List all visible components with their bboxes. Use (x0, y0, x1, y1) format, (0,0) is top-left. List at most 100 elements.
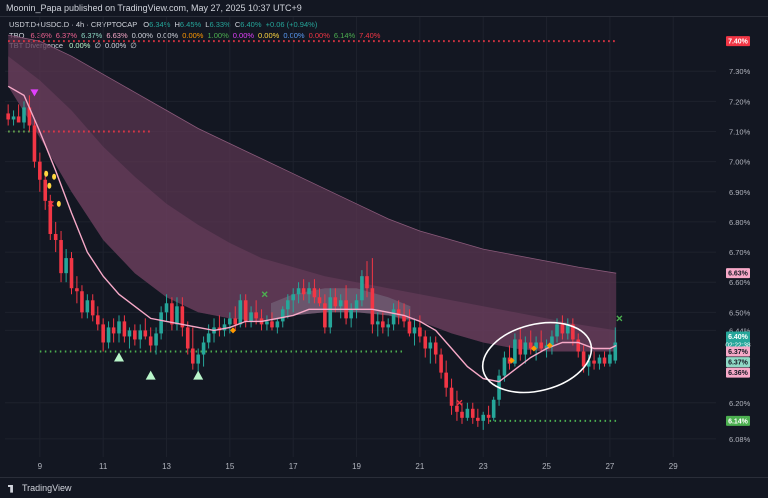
price-label: 6.40% (728, 334, 749, 341)
candle-body (565, 324, 570, 334)
x-tick-label: 9 (38, 462, 43, 471)
candle-body (370, 288, 375, 325)
signal-diamond (546, 342, 553, 349)
signal-dot (44, 170, 49, 177)
price-label: 7.40% (728, 39, 749, 46)
tbo-value: 0.00% (232, 31, 255, 40)
tbt-value: 0.00% (69, 41, 91, 50)
ema-cloud-top-line (8, 34, 617, 274)
y-tick-label: 6.44% (729, 326, 751, 335)
candle-body (48, 200, 53, 234)
candle-body (154, 333, 158, 346)
price-label-box (726, 415, 750, 426)
ema-cloud-inner (8, 56, 617, 352)
candle-body (418, 327, 422, 337)
candle-body (164, 303, 169, 313)
candle-body (349, 309, 353, 319)
signal-diamond (230, 327, 237, 334)
tbo-value: 0.00% (283, 31, 305, 40)
countdown-label: 02:22:38 (725, 342, 751, 349)
footer-bar: TradingView (0, 477, 768, 498)
candle-body (502, 357, 507, 376)
candle-body (185, 327, 190, 349)
candle-body (518, 339, 523, 355)
candle-body (486, 414, 491, 418)
candle-body (528, 342, 533, 349)
candle-body (32, 125, 37, 162)
candle-body (476, 417, 480, 421)
symbol-name: USDT.D+USDC.D · 4h · CRYPTOCAP (9, 20, 138, 29)
candle-body (586, 360, 591, 367)
candle-body (439, 354, 443, 373)
candle-body (6, 113, 10, 120)
candle-body (407, 321, 412, 334)
candle-body (317, 297, 322, 304)
tbo-legend[interactable]: TBO 6.36% 6.37% 6.37% 6.63% 0.00% 0.00% 0.00% 1… (9, 31, 380, 40)
tradingview-logo: TradingView (8, 483, 72, 493)
price-label: 6.63% (728, 271, 749, 278)
symbol-legend[interactable]: USDT.D+USDC.D · 4h · CRYPTOCAP O6.34% H6… (9, 20, 317, 29)
candle-body (465, 408, 470, 418)
candle-body (143, 330, 148, 337)
change-value: +0.06 (+0.94%) (265, 20, 318, 29)
price-chart[interactable]: 7.30% 7.20% 7.10% 7.00% 6.90% 6.80% 6.70% 6.60%… (0, 17, 768, 477)
annotation-ellipse (481, 321, 593, 394)
low-label: L (205, 20, 210, 29)
candle-body (513, 339, 517, 364)
tbo-value: 7.40% (359, 31, 381, 40)
tbt-value: ∅ (94, 41, 101, 50)
candle-body (64, 258, 68, 274)
signal-cross (616, 315, 623, 322)
candle-body (333, 297, 338, 307)
candle-body (613, 342, 618, 361)
signal-cross (456, 399, 463, 406)
candle-body (444, 372, 448, 388)
signal-dot (47, 182, 52, 189)
high-value: 6.45% (179, 20, 202, 29)
candle-body (491, 399, 496, 418)
candle-body (138, 330, 143, 340)
signal-cross (261, 291, 268, 298)
tbo-value: 1.00% (207, 31, 229, 40)
x-tick-label: 19 (352, 462, 361, 471)
candle-body (433, 342, 438, 355)
y-tick-label: 7.00% (729, 158, 751, 167)
x-tick-label: 21 (415, 462, 424, 471)
candle-body (90, 300, 95, 316)
candle-body (381, 321, 385, 328)
candle-body (270, 321, 274, 328)
price-label-box (726, 331, 750, 350)
tbo-value: 0.00% (258, 31, 280, 40)
candle-body (275, 321, 280, 328)
candle-body (133, 330, 137, 340)
candle-body (238, 300, 243, 325)
candle-body (180, 306, 185, 328)
signal-triangle-down (30, 89, 39, 97)
candle-body (11, 116, 16, 120)
y-tick-label: 6.50% (729, 308, 751, 317)
signal-triangle-up (145, 370, 156, 380)
y-tick-label: 6.20% (729, 399, 751, 408)
candle-body (365, 276, 369, 289)
candle-body (122, 321, 127, 337)
tbo-value: 0.00% (156, 31, 179, 40)
candle-body (481, 414, 486, 421)
candle-body (117, 321, 121, 334)
candle-body (602, 357, 607, 364)
candle-body (22, 107, 26, 123)
candle-body (38, 161, 42, 180)
candle-body (386, 324, 391, 328)
price-label: 6.36% (728, 370, 749, 377)
candle-body (196, 354, 200, 364)
candle-body (59, 240, 63, 274)
fast-ma-line (7, 85, 617, 383)
candle-body (449, 387, 454, 406)
y-tick-label: 7.30% (729, 67, 751, 76)
candle-body (555, 324, 559, 337)
candle-body (470, 408, 475, 418)
tbt-value: 0.00% (104, 41, 127, 50)
candle-body (338, 300, 343, 307)
candle-body (328, 297, 333, 328)
tbo-value: 6.63% (106, 31, 128, 40)
candle-body (85, 300, 90, 313)
